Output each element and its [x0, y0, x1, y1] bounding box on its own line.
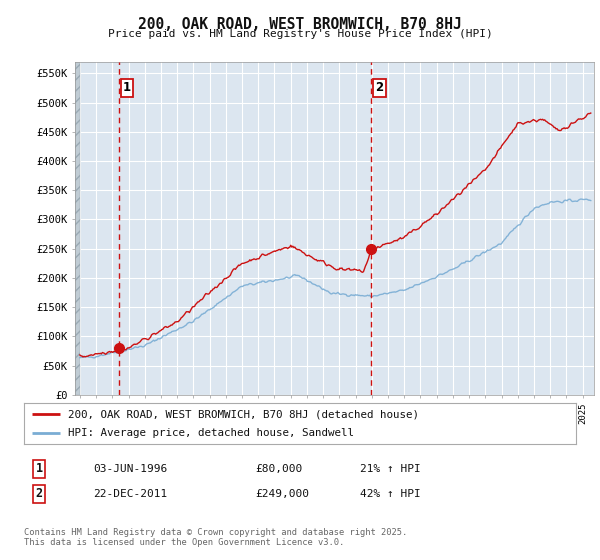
Text: 2: 2 [376, 81, 383, 95]
Text: 22-DEC-2011: 22-DEC-2011 [93, 489, 167, 499]
Text: Price paid vs. HM Land Registry's House Price Index (HPI): Price paid vs. HM Land Registry's House … [107, 29, 493, 39]
Text: 21% ↑ HPI: 21% ↑ HPI [360, 464, 421, 474]
Text: Contains HM Land Registry data © Crown copyright and database right 2025.
This d: Contains HM Land Registry data © Crown c… [24, 528, 407, 547]
Text: 1: 1 [35, 462, 43, 475]
Text: 2: 2 [35, 487, 43, 501]
Text: 200, OAK ROAD, WEST BROMWICH, B70 8HJ (detached house): 200, OAK ROAD, WEST BROMWICH, B70 8HJ (d… [68, 409, 419, 419]
Text: £249,000: £249,000 [255, 489, 309, 499]
Text: 42% ↑ HPI: 42% ↑ HPI [360, 489, 421, 499]
Text: HPI: Average price, detached house, Sandwell: HPI: Average price, detached house, Sand… [68, 428, 354, 438]
Text: £80,000: £80,000 [255, 464, 302, 474]
Text: 200, OAK ROAD, WEST BROMWICH, B70 8HJ: 200, OAK ROAD, WEST BROMWICH, B70 8HJ [138, 17, 462, 32]
Text: 03-JUN-1996: 03-JUN-1996 [93, 464, 167, 474]
Text: 1: 1 [123, 81, 131, 95]
